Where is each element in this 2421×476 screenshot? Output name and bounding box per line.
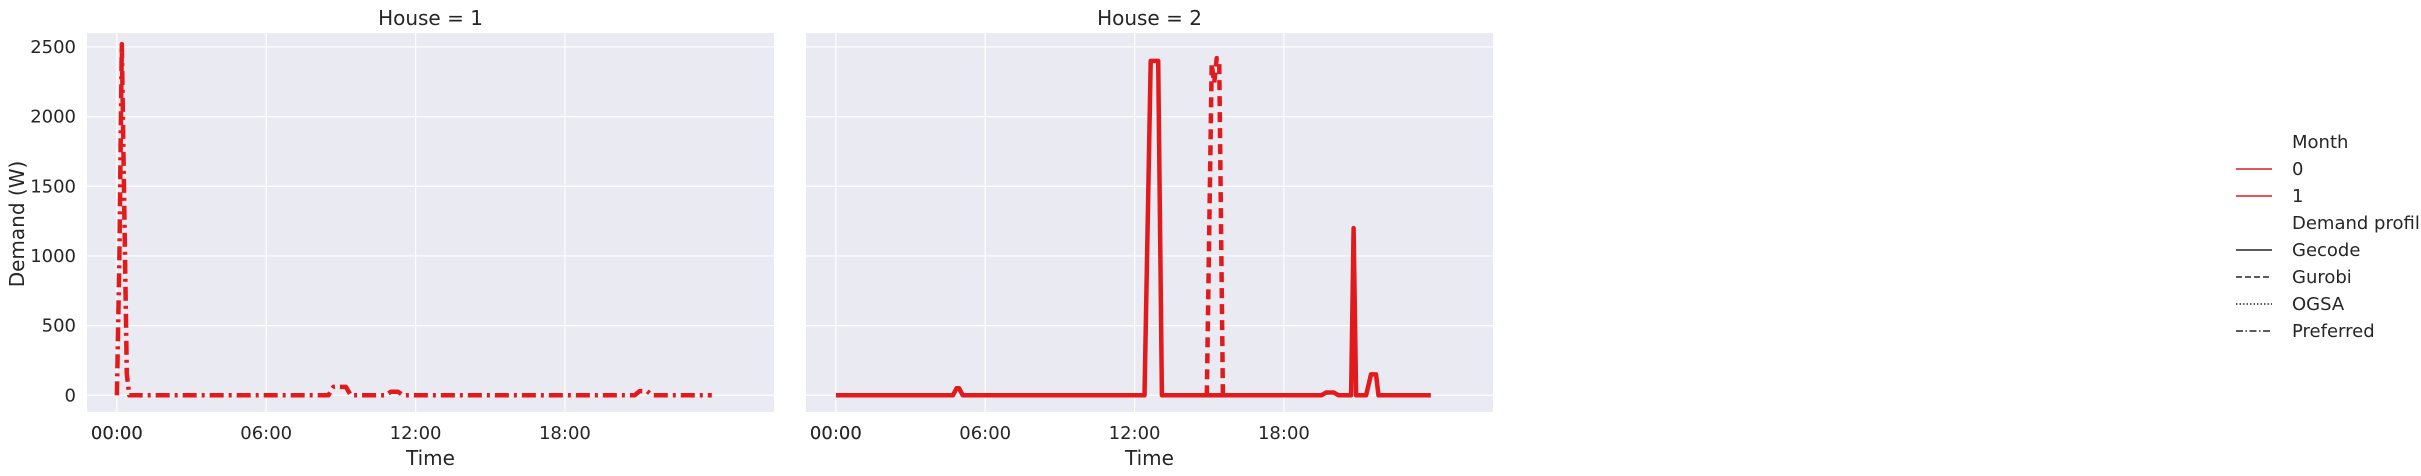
panel-background (87, 33, 774, 412)
x-tick-label: 06:00 (240, 423, 292, 444)
y-tick-label: 2500 (30, 37, 76, 58)
x-tick-label: 12:00 (1109, 423, 1161, 444)
x-axis-label: Time (405, 446, 455, 470)
x-tick-label: 18:00 (1258, 423, 1310, 444)
panel-title: House = 1 (378, 6, 483, 30)
x-tick-label-duplicate: 00:00 (810, 423, 862, 444)
x-tick-label: 18:00 (539, 423, 591, 444)
legend-title-profile: Demand profile (2292, 213, 2421, 234)
series-line-gecode (835, 58, 1431, 398)
series-line-preferred (114, 41, 712, 398)
y-tick-label: 1000 (30, 246, 76, 267)
facet-panels: House = 1 0 500 1000 1500 2000 2500 00:00 06:00 1… (30, 6, 1493, 470)
legend-entry-profile: Gurobi (2292, 267, 2352, 288)
legend-entry-profile: Gecode (2292, 240, 2360, 261)
y-axis-label: Demand (W) (5, 161, 29, 288)
y-tick-label: 500 (42, 316, 76, 337)
panel-house-1: House = 1 0 500 1000 1500 2000 2500 00:00 06:00 1… (30, 6, 774, 470)
legend-entry-month: 1 (2292, 186, 2303, 207)
legend: Month 0 1 Demand profile Gecode Gurobi OGSA Pre… (2236, 132, 2421, 342)
y-tick-label: 2000 (30, 107, 76, 128)
legend-entry-profile: Preferred (2292, 321, 2375, 342)
y-tick-label: 0 (65, 385, 76, 406)
legend-title-month: Month (2292, 132, 2348, 153)
legend-entry-month: 0 (2292, 159, 2303, 180)
x-tick-label: 06:00 (959, 423, 1011, 444)
panel-title: House = 2 (1097, 6, 1202, 30)
x-tick-label: 00:00 (810, 423, 862, 444)
x-axis-label: Time (1124, 446, 1174, 470)
x-tick-label: 00:00 (91, 423, 143, 444)
legend-entry-profile: OGSA (2292, 294, 2345, 315)
series-line-gurobi (1204, 55, 1226, 396)
y-tick-label: 1500 (30, 176, 76, 197)
x-tick-label-duplicate: 00:00 (91, 423, 143, 444)
x-tick-label: 12:00 (390, 423, 442, 444)
